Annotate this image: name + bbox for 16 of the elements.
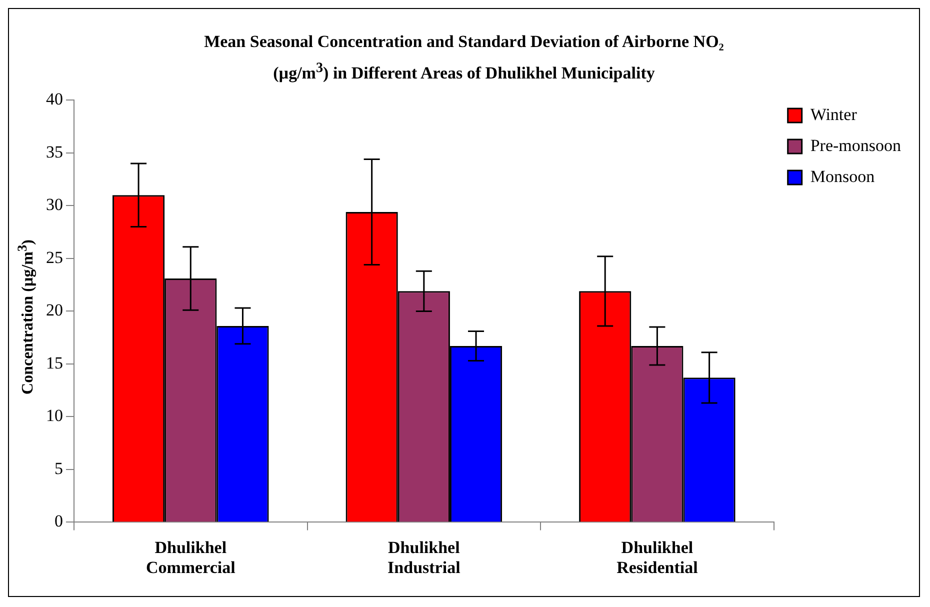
y-tick-label: 40 xyxy=(46,89,63,108)
y-tick-label: 15 xyxy=(46,353,63,372)
y-tick-label: 0 xyxy=(54,511,63,530)
x-tick-label: Dhulikhel Residential xyxy=(616,537,698,577)
x-tick-label: Dhulikhel Commercial xyxy=(146,537,236,577)
legend-label: Winter xyxy=(810,104,858,124)
y-tick-label: 25 xyxy=(46,248,63,267)
y-tick-label: 30 xyxy=(46,194,63,214)
legend-label: Monsoon xyxy=(810,166,876,186)
chart-title: Mean Seasonal Concentration and Standard Deviation of Airborne NO₂ (µg/m$^{3}$) in Different Areas of Dhulikhel Municipality xyxy=(203,31,725,85)
x-tick-label: Dhulikhel Industrial xyxy=(388,537,461,577)
y-tick-label: 20 xyxy=(46,300,63,320)
y-tick-label: 10 xyxy=(46,406,63,425)
y-tick-label: 5 xyxy=(54,458,63,478)
y-tick-label: 35 xyxy=(46,142,63,162)
legend-label: Pre-monsoon xyxy=(810,136,902,155)
